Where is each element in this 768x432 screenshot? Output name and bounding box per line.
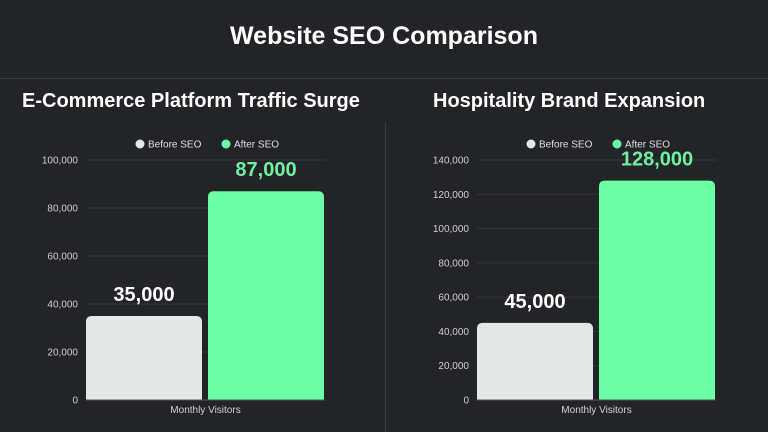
legend-label: Before SEO [539, 140, 593, 151]
y-tick-label: 20,000 [47, 348, 78, 359]
bar-before-seo [477, 322, 593, 400]
chart-title-hospitality: Hospitality Brand Expansion [433, 90, 706, 112]
value-label: 128,000 [621, 149, 693, 171]
legend-label: After SEO [625, 140, 670, 151]
legend-marker [221, 139, 231, 149]
y-tick-label: 80,000 [438, 258, 469, 269]
bar-after-seo [208, 191, 324, 400]
legend-marker [135, 139, 145, 149]
page-title: Website SEO Comparison [230, 22, 538, 50]
y-tick-label: 0 [72, 396, 78, 407]
legend-marker [612, 139, 622, 149]
bar-after-seo [599, 180, 715, 400]
chart-title-ecommerce: E-Commerce Platform Traffic Surge [22, 90, 360, 112]
y-tick-label: 60,000 [438, 293, 469, 304]
x-category-label: Monthly Visitors [170, 405, 240, 416]
y-tick-label: 20,000 [438, 361, 469, 372]
value-label: 35,000 [113, 284, 174, 306]
legend-label: Before SEO [148, 140, 202, 151]
y-tick-label: 60,000 [47, 252, 78, 263]
panel-divider [385, 122, 386, 432]
y-tick-label: 140,000 [433, 156, 470, 167]
y-tick-label: 80,000 [47, 204, 78, 215]
y-tick-label: 0 [463, 396, 469, 407]
value-label: 87,000 [235, 159, 296, 181]
y-tick-label: 40,000 [438, 327, 469, 338]
header-divider [0, 78, 768, 79]
y-tick-label: 120,000 [433, 190, 470, 201]
legend-marker [526, 139, 536, 149]
y-tick-label: 100,000 [433, 224, 470, 235]
legend-label: After SEO [234, 140, 279, 151]
y-tick-label: 100,000 [42, 156, 79, 167]
x-category-label: Monthly Visitors [561, 405, 631, 416]
y-tick-label: 40,000 [47, 300, 78, 311]
value-label: 45,000 [504, 291, 565, 313]
bar-before-seo [86, 316, 202, 400]
